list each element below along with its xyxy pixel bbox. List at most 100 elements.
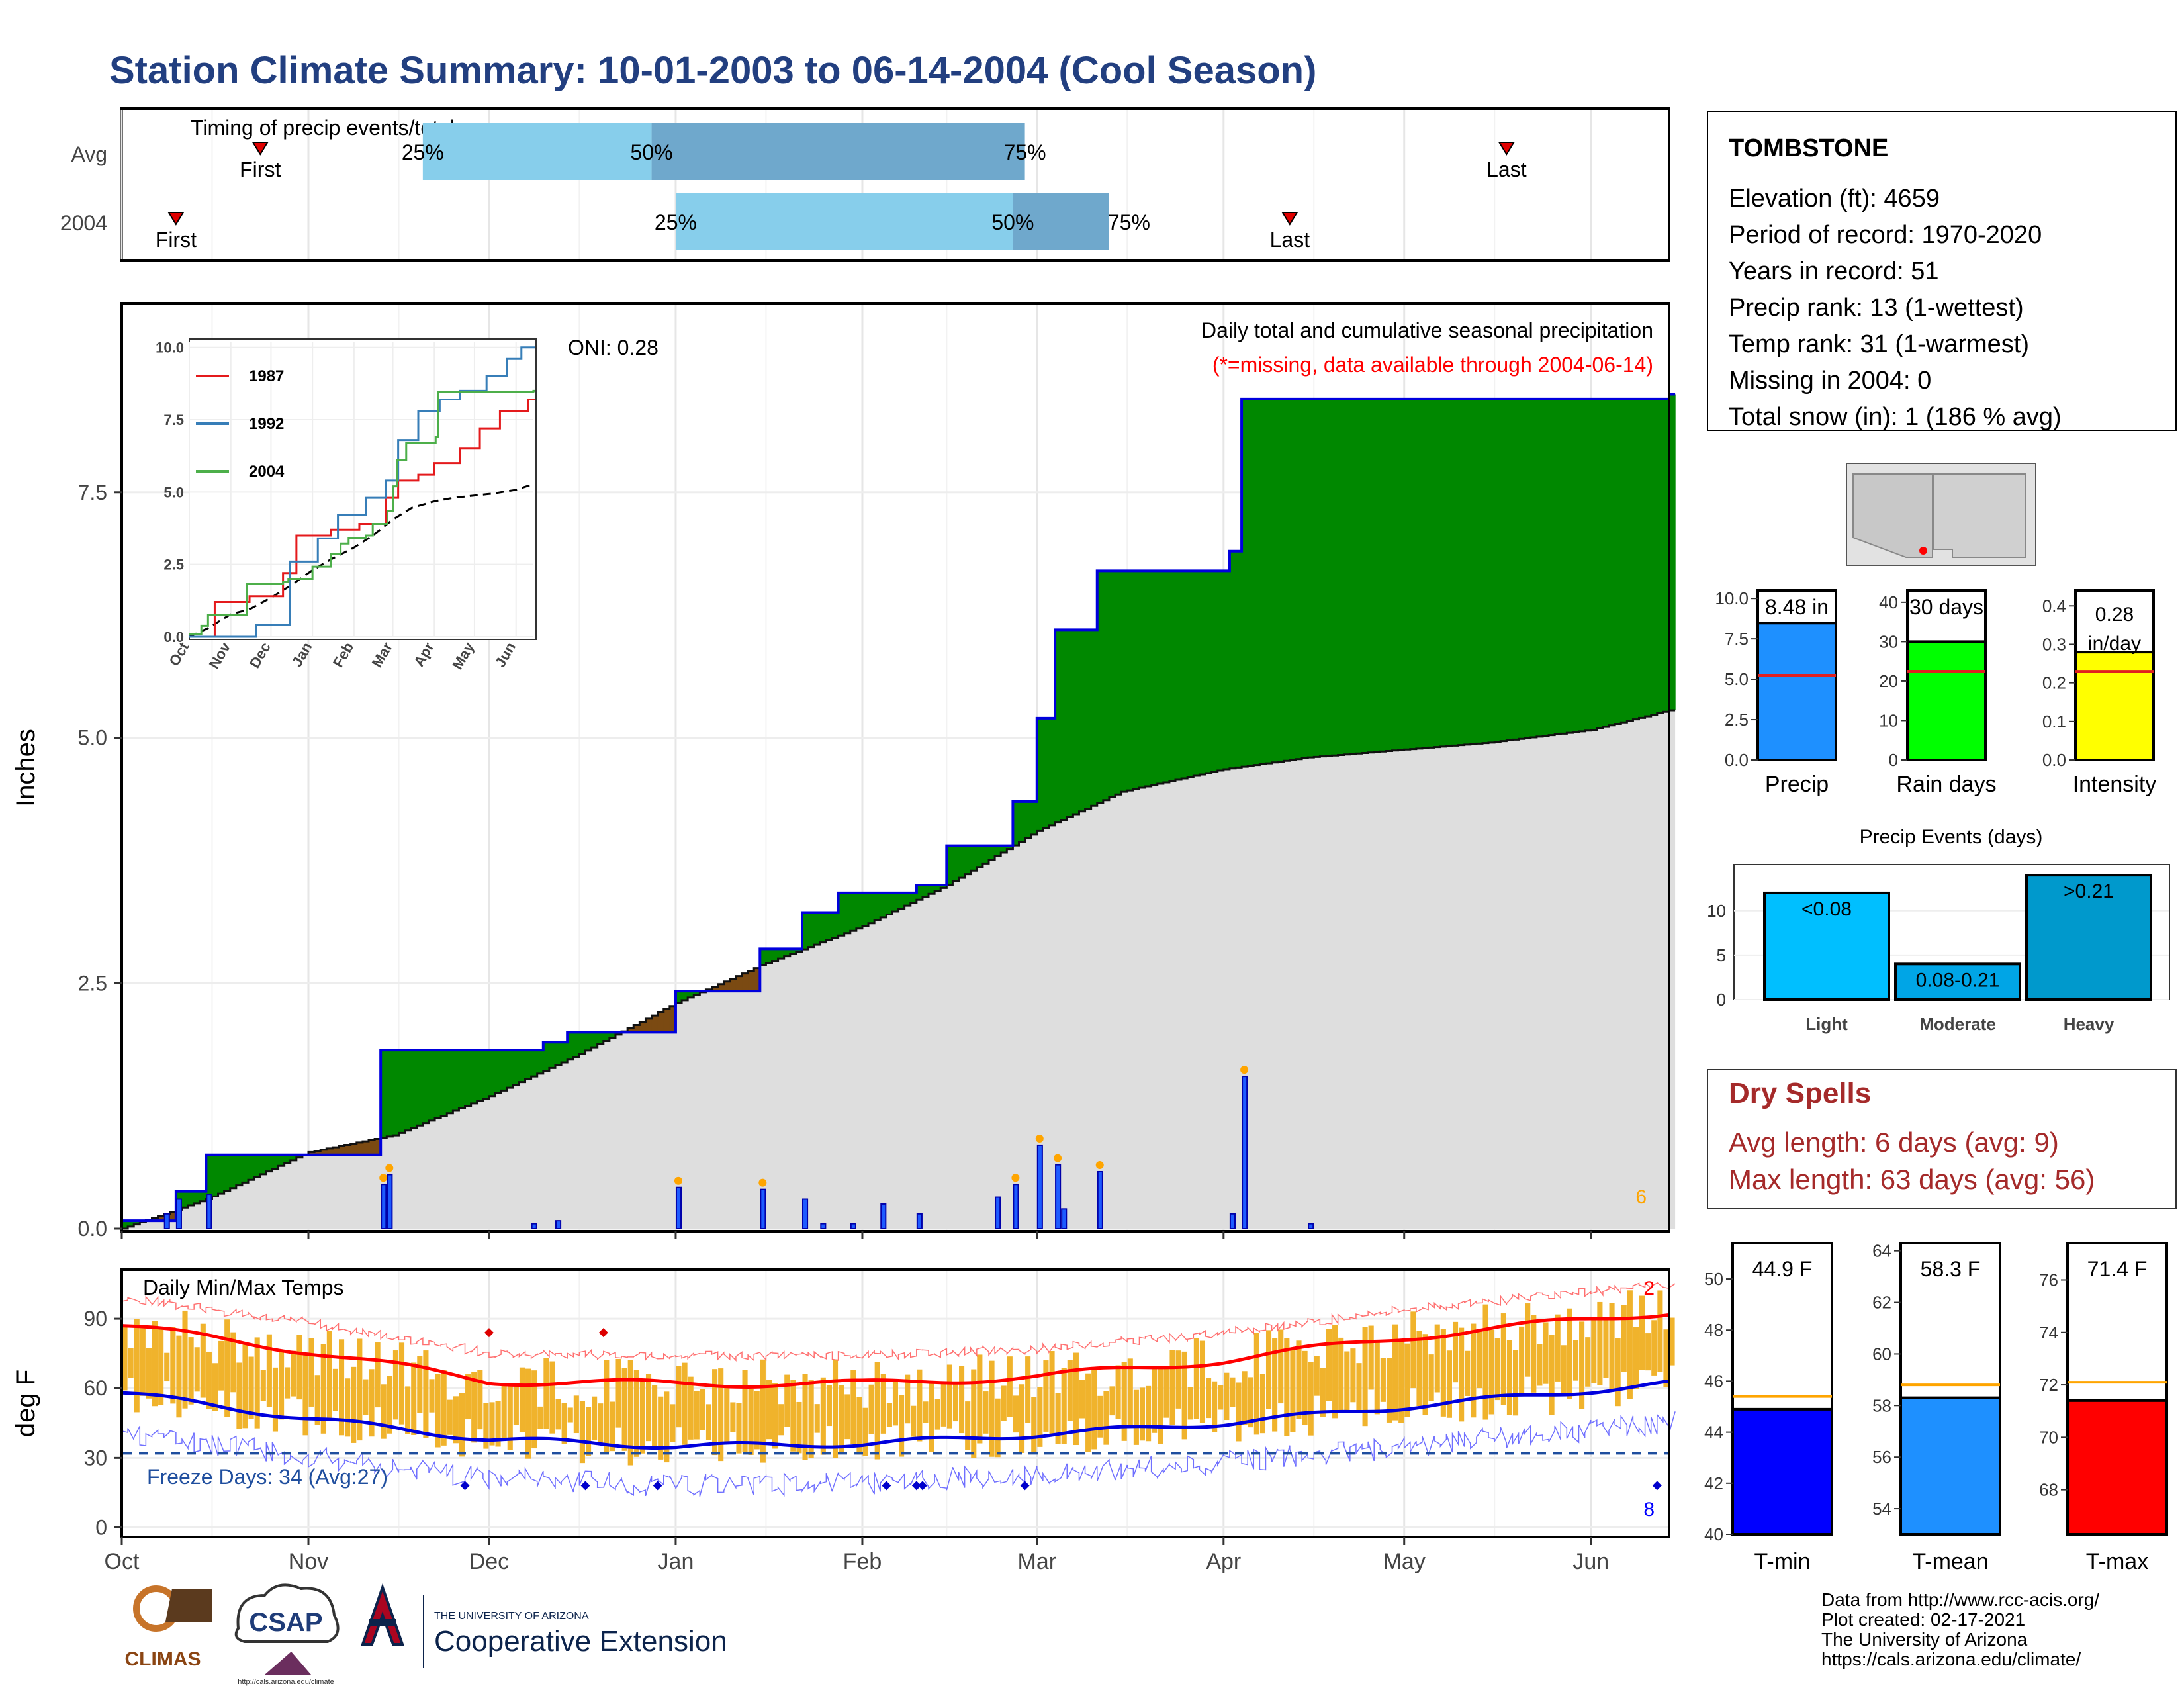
daily-temp-bar <box>1121 1362 1127 1441</box>
heavy-event-marker <box>1240 1066 1249 1074</box>
daily-precip-bar <box>1061 1208 1068 1230</box>
surplus-area <box>441 1050 447 1116</box>
surplus-area <box>1639 399 1646 718</box>
mini-bar-value-label: 30 days <box>1909 595 1983 619</box>
surplus-area <box>1476 399 1483 744</box>
surplus-area <box>597 1032 604 1045</box>
footer-line: Plot created: 02-17-2021 <box>1821 1609 2025 1630</box>
info-line: Elevation (ft): 4659 <box>1729 185 1940 212</box>
daily-temp-bar <box>1314 1356 1320 1396</box>
deficit-area <box>169 1211 177 1221</box>
daily-temp-bar <box>1585 1337 1591 1387</box>
deficit-area <box>362 1141 369 1155</box>
surplus-area <box>1452 399 1459 746</box>
obs-cumulative-line <box>122 393 1676 1223</box>
daily-temp-bar <box>633 1370 639 1457</box>
surplus-area <box>1024 801 1032 839</box>
daily-temp-bar <box>1555 1314 1561 1382</box>
oni-label: ONI: 0.28 <box>568 336 659 359</box>
surplus-area <box>1500 399 1507 741</box>
mini-bar-category-label: Intensity <box>2073 772 2157 797</box>
surplus-area <box>760 949 767 966</box>
x-tick-label: Nov <box>289 1549 328 1574</box>
deficit-area <box>368 1140 375 1155</box>
daily-temp-bar <box>1591 1319 1597 1383</box>
timing-row-2004-label: 2004 <box>60 211 107 235</box>
daily-temp-bar <box>357 1338 363 1441</box>
daily-precip-bar <box>760 1188 766 1230</box>
daily-temp-bar <box>1392 1324 1398 1421</box>
daily-temp-bar <box>1085 1373 1091 1452</box>
timing-p75-label: 75% <box>1004 140 1046 164</box>
daily-temp-bar <box>248 1356 254 1419</box>
surplus-area <box>1253 399 1260 765</box>
station-location-marker <box>1919 547 1927 555</box>
deficit-area <box>308 1152 315 1155</box>
temp-bar-value-label: 71.4 F <box>2087 1257 2148 1281</box>
daily-temp-bar <box>983 1391 989 1434</box>
y-tick-label: 30 <box>83 1446 107 1470</box>
temp-title: Daily Min/Max Temps <box>143 1276 343 1299</box>
daily-temp-bar <box>1115 1365 1121 1419</box>
inset-line-2004 <box>189 389 535 636</box>
surplus-area <box>766 949 773 964</box>
record-low-line <box>121 1411 1676 1497</box>
daily-temp-bar <box>1615 1338 1621 1407</box>
daily-temp-bar <box>905 1374 911 1424</box>
daily-temp-bar <box>1633 1327 1639 1389</box>
surplus-area <box>850 892 857 931</box>
surplus-area <box>200 1191 206 1201</box>
daily-temp-bar <box>573 1395 579 1434</box>
surplus-area <box>1036 718 1044 831</box>
surplus-area <box>404 1050 412 1131</box>
surplus-area <box>1163 571 1170 783</box>
x-tick-label: Jan <box>658 1549 694 1574</box>
surplus-area <box>1524 399 1531 739</box>
daily-temp-bar <box>1398 1342 1404 1423</box>
surplus-area <box>1127 571 1134 791</box>
surplus-area <box>1549 399 1555 735</box>
daily-temp-bar <box>952 1382 959 1422</box>
surplus-area <box>290 1154 297 1160</box>
surplus-area <box>1404 399 1411 750</box>
deficit-area <box>633 1025 640 1033</box>
surplus-area <box>1248 399 1254 766</box>
daily-temp-bar <box>917 1369 923 1442</box>
timing-p50-label: 50% <box>631 140 673 164</box>
daily-temp-bar <box>212 1363 218 1411</box>
deficit-area <box>338 1146 345 1155</box>
record-low-marker <box>882 1481 891 1491</box>
daily-temp-bar <box>489 1402 495 1446</box>
surplus-area <box>1416 399 1423 749</box>
daily-temp-bar <box>766 1380 772 1440</box>
freeze-days-label: Freeze Days: 34 (Avg:27) <box>147 1465 388 1489</box>
surplus-area <box>1073 630 1080 814</box>
timing-p25-label: 25% <box>402 140 444 164</box>
surplus-area <box>1229 551 1236 769</box>
surplus-area <box>482 1050 490 1099</box>
daily-temp-bar <box>1253 1333 1259 1435</box>
daily-temp-bar <box>1284 1338 1290 1436</box>
surplus-area <box>1289 399 1297 760</box>
record-low-marker <box>653 1481 662 1491</box>
temp-bar-tick-label: 64 <box>1872 1241 1891 1261</box>
daily-temp-bar <box>1146 1385 1152 1442</box>
surplus-area <box>826 912 833 941</box>
daily-temp-bar <box>1567 1308 1572 1399</box>
footer-credits: Data from http://www.rcc-acis.org/ Plot … <box>1821 1589 2099 1669</box>
daily-precip-bar <box>387 1174 393 1229</box>
inset-line-1987 <box>189 398 535 638</box>
daily-temp-bar <box>585 1407 592 1456</box>
daily-temp-bar <box>1603 1319 1609 1378</box>
surplus-area <box>1506 399 1514 741</box>
deficit-area <box>332 1147 340 1155</box>
surplus-area <box>573 1032 580 1057</box>
daily-temp-bar <box>627 1360 633 1466</box>
daily-temp-bar <box>272 1367 279 1432</box>
daily-temp-bar <box>1049 1351 1055 1436</box>
daily-temp-bar <box>549 1361 555 1434</box>
daily-temp-bar <box>934 1399 940 1430</box>
surplus-area <box>682 991 688 1000</box>
daily-temp-bar <box>808 1380 814 1458</box>
surplus-area <box>1151 571 1158 786</box>
